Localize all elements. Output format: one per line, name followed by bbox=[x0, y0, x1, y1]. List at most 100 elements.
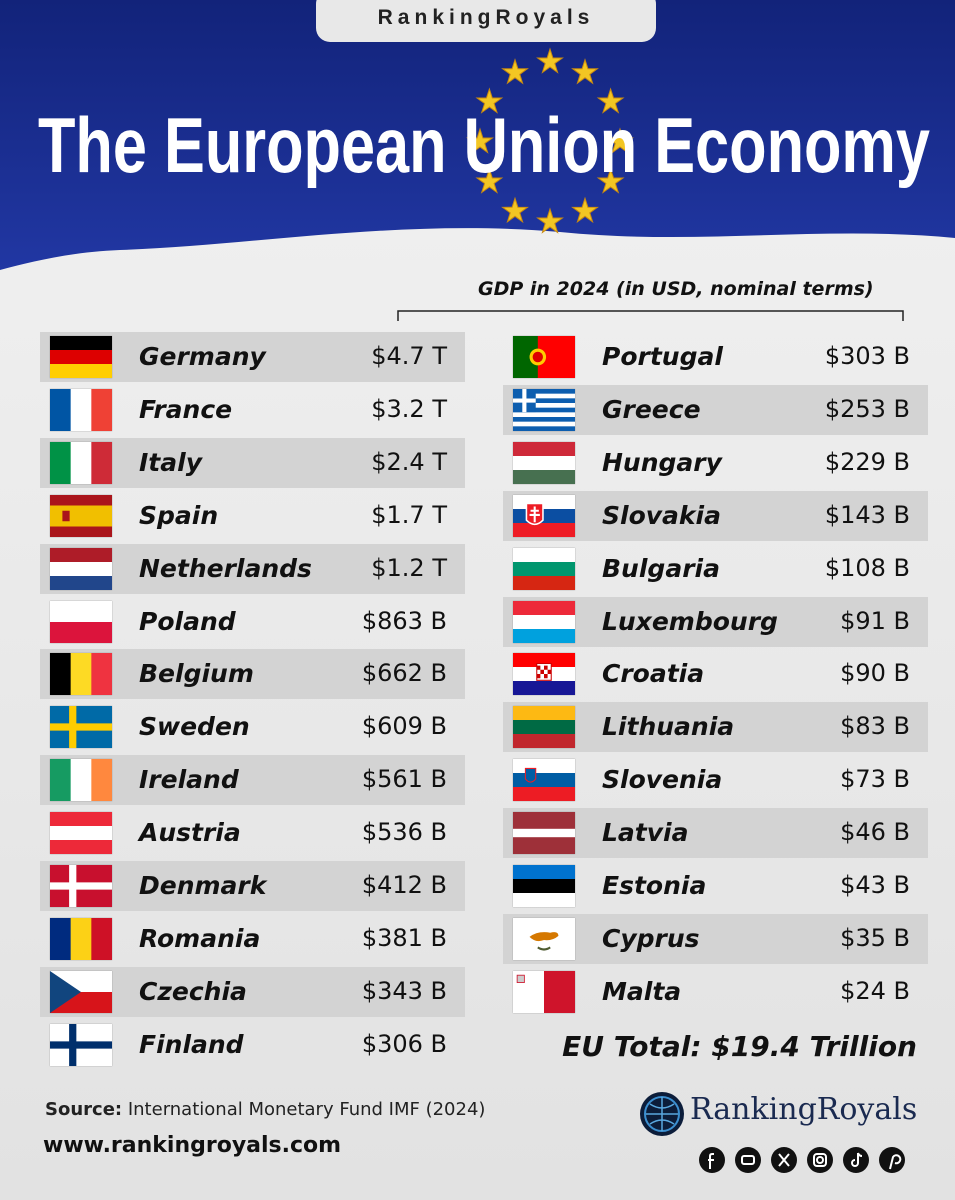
gdp: $343 B bbox=[361, 976, 447, 1005]
flag bbox=[513, 547, 575, 590]
country: Greece bbox=[602, 394, 701, 424]
country: Belgium bbox=[139, 659, 254, 689]
flag bbox=[50, 388, 112, 431]
gdp: $143 B bbox=[824, 500, 910, 529]
gdp: $1.7 T bbox=[371, 500, 447, 529]
star bbox=[571, 58, 599, 85]
gdp: $46 B bbox=[840, 818, 910, 847]
country: Estonia bbox=[602, 871, 707, 900]
table-row: Croatia $90 B bbox=[503, 649, 928, 699]
gdp: $73 B bbox=[840, 765, 910, 794]
brand-pill bbox=[316, 0, 656, 42]
flag bbox=[513, 336, 575, 378]
gdp: $24 B bbox=[840, 976, 910, 1005]
country: Czechia bbox=[139, 976, 247, 1006]
social-icons bbox=[699, 1147, 905, 1173]
flag bbox=[513, 759, 575, 802]
country: Finland bbox=[139, 1029, 244, 1059]
gdp: $381 B bbox=[361, 923, 447, 952]
country: France bbox=[139, 394, 233, 424]
country: Hungary bbox=[602, 447, 722, 477]
country: Malta bbox=[602, 976, 682, 1006]
flag bbox=[513, 388, 575, 431]
flag bbox=[50, 441, 112, 484]
gdp: $609 B bbox=[361, 712, 447, 741]
gdp: $863 B bbox=[361, 606, 447, 635]
country: Bulgaria bbox=[602, 553, 720, 583]
flag bbox=[50, 494, 112, 537]
gdp: $90 B bbox=[840, 659, 910, 688]
country: Italy bbox=[139, 447, 202, 477]
flag bbox=[513, 600, 575, 643]
country: Portugal bbox=[602, 342, 723, 371]
gdp: $253 B bbox=[824, 394, 910, 423]
source-label: Source: bbox=[45, 1099, 123, 1120]
title: The European Union Economy bbox=[38, 101, 930, 189]
gdp: $306 B bbox=[361, 1029, 447, 1058]
gdp: $561 B bbox=[361, 765, 447, 794]
flag bbox=[50, 970, 112, 1013]
flag bbox=[50, 917, 112, 960]
star bbox=[536, 47, 564, 74]
flag bbox=[513, 706, 575, 749]
gdp: $83 B bbox=[840, 712, 910, 741]
table-row: Bulgaria $108 B bbox=[503, 544, 928, 594]
country: Germany bbox=[139, 342, 266, 371]
gdp: $2.4 T bbox=[371, 447, 447, 476]
table-row: Finland $306 B bbox=[40, 1020, 465, 1070]
brand: RankingRoyals bbox=[378, 6, 595, 29]
table-row: Germany $4.7 T bbox=[40, 332, 465, 382]
table-row: Portugal $303 B bbox=[503, 332, 928, 382]
country: Croatia bbox=[602, 659, 705, 689]
header-band bbox=[0, 0, 955, 270]
country: Slovakia bbox=[602, 500, 721, 530]
gdp: $3.2 T bbox=[371, 394, 447, 423]
url: www.rankingroyals.com bbox=[43, 1133, 342, 1158]
country: Sweden bbox=[139, 712, 250, 742]
flag bbox=[513, 917, 575, 960]
logo-globe bbox=[640, 1092, 684, 1136]
table-row: Malta $24 B bbox=[503, 967, 928, 1017]
table-row: Hungary $229 B bbox=[503, 438, 928, 488]
flag bbox=[50, 547, 112, 590]
star bbox=[501, 58, 529, 85]
source-text: International Monetary Fund IMF (2024) bbox=[127, 1099, 486, 1120]
logo-text: RankingRoyals bbox=[690, 1092, 918, 1127]
table-row: Austria $536 B bbox=[40, 808, 465, 858]
flag bbox=[513, 865, 575, 907]
flag bbox=[50, 706, 112, 749]
gdp: $1.2 T bbox=[371, 553, 447, 582]
star bbox=[501, 196, 529, 224]
country: Slovenia bbox=[602, 765, 723, 795]
gdp: $536 B bbox=[361, 818, 447, 847]
country: Romania bbox=[139, 923, 261, 953]
table-row: Luxembourg $91 B bbox=[503, 596, 928, 647]
star bbox=[606, 127, 634, 154]
flag bbox=[513, 494, 575, 537]
stars bbox=[466, 47, 634, 234]
gdp: $108 B bbox=[824, 553, 910, 582]
bracket bbox=[397, 310, 904, 321]
flag bbox=[50, 865, 112, 907]
table-row: Slovenia $73 B bbox=[503, 755, 928, 805]
table-row: Spain $1.7 T bbox=[40, 491, 465, 541]
flag bbox=[50, 812, 112, 855]
source: Source: International Monetary Fund IMF … bbox=[45, 1099, 485, 1120]
gdp: $4.7 T bbox=[371, 342, 447, 370]
table-row: Denmark $412 B bbox=[40, 861, 465, 911]
flag bbox=[513, 812, 575, 855]
table-row: Lithuania $83 B bbox=[503, 702, 928, 753]
country: Ireland bbox=[139, 765, 239, 795]
star bbox=[596, 167, 625, 194]
star bbox=[596, 87, 625, 114]
flag bbox=[50, 1023, 112, 1066]
star bbox=[536, 207, 564, 234]
flag bbox=[50, 653, 112, 696]
star bbox=[571, 196, 599, 224]
star bbox=[475, 87, 504, 114]
table-row: Italy $2.4 T bbox=[40, 437, 465, 488]
flag bbox=[50, 759, 112, 802]
gdp: $35 B bbox=[840, 923, 910, 952]
flag bbox=[513, 970, 575, 1013]
